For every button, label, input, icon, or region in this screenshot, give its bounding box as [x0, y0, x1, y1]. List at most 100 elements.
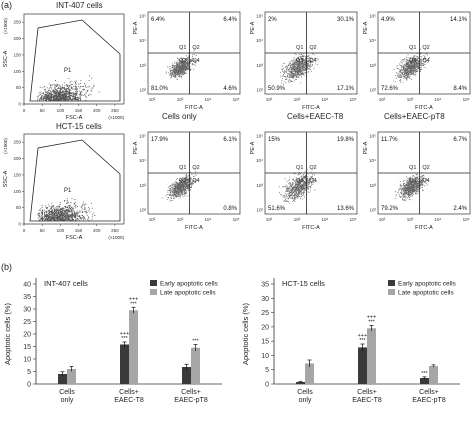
x-tick-label: 150 — [75, 228, 83, 233]
quadrant-value-q2: 6.4% — [223, 17, 237, 23]
legend-swatch — [150, 280, 157, 286]
quadrant-value-q4: 0.8% — [223, 206, 237, 212]
y-tick-label: 10⁵ — [256, 134, 263, 139]
pe-axis-label: PE-A — [363, 21, 369, 34]
x-tick-label: 200 — [93, 108, 101, 113]
y-tick-label: 10³ — [369, 63, 376, 68]
x-tick-label: 50 — [40, 108, 46, 113]
y-tick-label: 100 — [13, 189, 21, 194]
quadrant-name-q2: Q2 — [192, 165, 199, 171]
ssc-axis-label: SSC-A — [3, 50, 9, 67]
x-tick-label: 0 — [23, 108, 26, 113]
significance-mark: +++ — [358, 333, 368, 339]
quadrant-value-q1: 4.9% — [381, 17, 395, 23]
x-tick-label: 10⁴ — [205, 97, 212, 102]
quadrant-name-q1: Q1 — [296, 165, 303, 171]
ssc-scale-label: (×1000) — [3, 18, 8, 34]
x-tick-label: 10³ — [177, 217, 184, 222]
y-tick-label: 10³ — [256, 183, 263, 188]
quadrant-name-q4: Q4 — [309, 58, 316, 64]
y-tick-label: 10 — [261, 353, 269, 360]
category-label: Cells+ — [357, 389, 377, 396]
event-dots — [161, 171, 197, 202]
quadrant-name-q1: Q1 — [179, 165, 186, 171]
x-tick-label: 10² — [149, 97, 156, 102]
x-tick-label: 10⁵ — [350, 217, 357, 222]
y-tick-label: 35 — [261, 282, 269, 289]
quadrant-value-q4: 2.4% — [453, 206, 467, 212]
bar — [367, 328, 376, 384]
x-tick-label: 250 — [111, 108, 119, 113]
x-tick-label: 50 — [40, 228, 46, 233]
y-tick-label: 250 — [13, 140, 21, 145]
significance-mark: +++ — [129, 296, 139, 302]
significance-mark: +++ — [120, 331, 130, 337]
y-tick-label: 0 — [265, 382, 269, 389]
quadrant-name-q4: Q4 — [422, 58, 429, 64]
category-label: Cells — [59, 389, 75, 396]
bar — [120, 344, 129, 384]
fitc-axis-label: FITC-A — [415, 105, 433, 111]
p1-gate-outline — [29, 19, 121, 102]
fitc-axis-label: FITC-A — [302, 105, 320, 111]
quadrant-name-q1: Q1 — [179, 45, 186, 51]
y-tick-label: 35 — [23, 294, 31, 301]
x-tick-label: 10³ — [294, 97, 301, 102]
y-tick-label: 25 — [23, 319, 31, 326]
quadrant-name-q4: Q4 — [422, 178, 429, 184]
x-tick-label: 10⁴ — [322, 217, 329, 222]
category-label: EAEC-T8 — [352, 397, 382, 404]
y-tick-label: 200 — [13, 36, 21, 41]
x-tick-label: 10³ — [407, 217, 414, 222]
pe-axis-label: PE-A — [363, 141, 369, 154]
quadrant-name-q3: Q3 — [179, 58, 186, 64]
pe-axis-label: PE-A — [133, 141, 139, 154]
bar — [182, 367, 191, 384]
ssc-axis-label: SSC-A — [3, 170, 9, 187]
x-tick-label: 10³ — [177, 97, 184, 102]
y-tick-label: 10⁴ — [139, 158, 146, 163]
x-tick-label: 10² — [379, 217, 386, 222]
bar-chart-int407: INT-407 cells 0 5 10 15 20 25 30 35 40 Apoptotic c… — [3, 278, 222, 404]
x-tick-label: 10³ — [294, 217, 301, 222]
significance-mark: *** — [359, 338, 366, 344]
quadrant-name-q2: Q2 — [309, 45, 316, 51]
fsc-ssc-scatter-int407: P1 0 50 100 150 200 250 0 50 100 150 200 250 FSC-A (×1… — [3, 13, 124, 120]
bar — [358, 347, 367, 384]
legend-swatch — [388, 289, 395, 295]
fitc-axis-label: FITC-A — [415, 225, 433, 231]
y-tick-label: 100 — [13, 69, 21, 74]
quadrant-value-q3: 51.6% — [268, 206, 286, 212]
gate-label: P1 — [64, 188, 72, 194]
x-tick-label: 10⁴ — [435, 97, 442, 102]
event-dots — [393, 48, 430, 83]
chart-title: HCT-15 cells — [282, 279, 325, 288]
fitc-axis-label: FITC-A — [185, 105, 203, 111]
bar — [67, 369, 76, 384]
quadrant-name-q3: Q3 — [409, 58, 416, 64]
category-label: EAEC-pT8 — [174, 397, 208, 404]
column-label-cells-eaec-pt8: Cells+EAEC-pT8 — [384, 112, 445, 121]
fsc-axis-label: FSC-A — [66, 235, 83, 240]
x-tick-label: 100 — [57, 228, 65, 233]
y-tick-label: 10⁴ — [369, 38, 376, 43]
fitc-axis-label: FITC-A — [302, 225, 320, 231]
quadrant-value-q2: 30.1% — [337, 17, 355, 23]
y-tick-label: 10² — [139, 208, 146, 213]
pe-axis-label: PE-A — [250, 141, 256, 154]
y-tick-label: 10² — [369, 88, 376, 93]
category-label: EAEC-pT8 — [412, 397, 446, 404]
y-tick-label: 10 — [23, 357, 31, 364]
quadrant-value-q1: 11.7% — [381, 137, 398, 143]
x-tick-label: 10⁵ — [233, 217, 240, 222]
x-tick-label: 0 — [23, 228, 26, 233]
quadrant-name-q4: Q4 — [309, 178, 316, 184]
quadrant-name-q2: Q2 — [309, 165, 316, 171]
category-label: Cells — [297, 389, 313, 396]
x-tick-label: 10² — [266, 97, 273, 102]
event-dots — [279, 51, 319, 85]
y-tick-label: 10⁴ — [369, 158, 376, 163]
panel-label-a: (a) — [1, 0, 12, 10]
